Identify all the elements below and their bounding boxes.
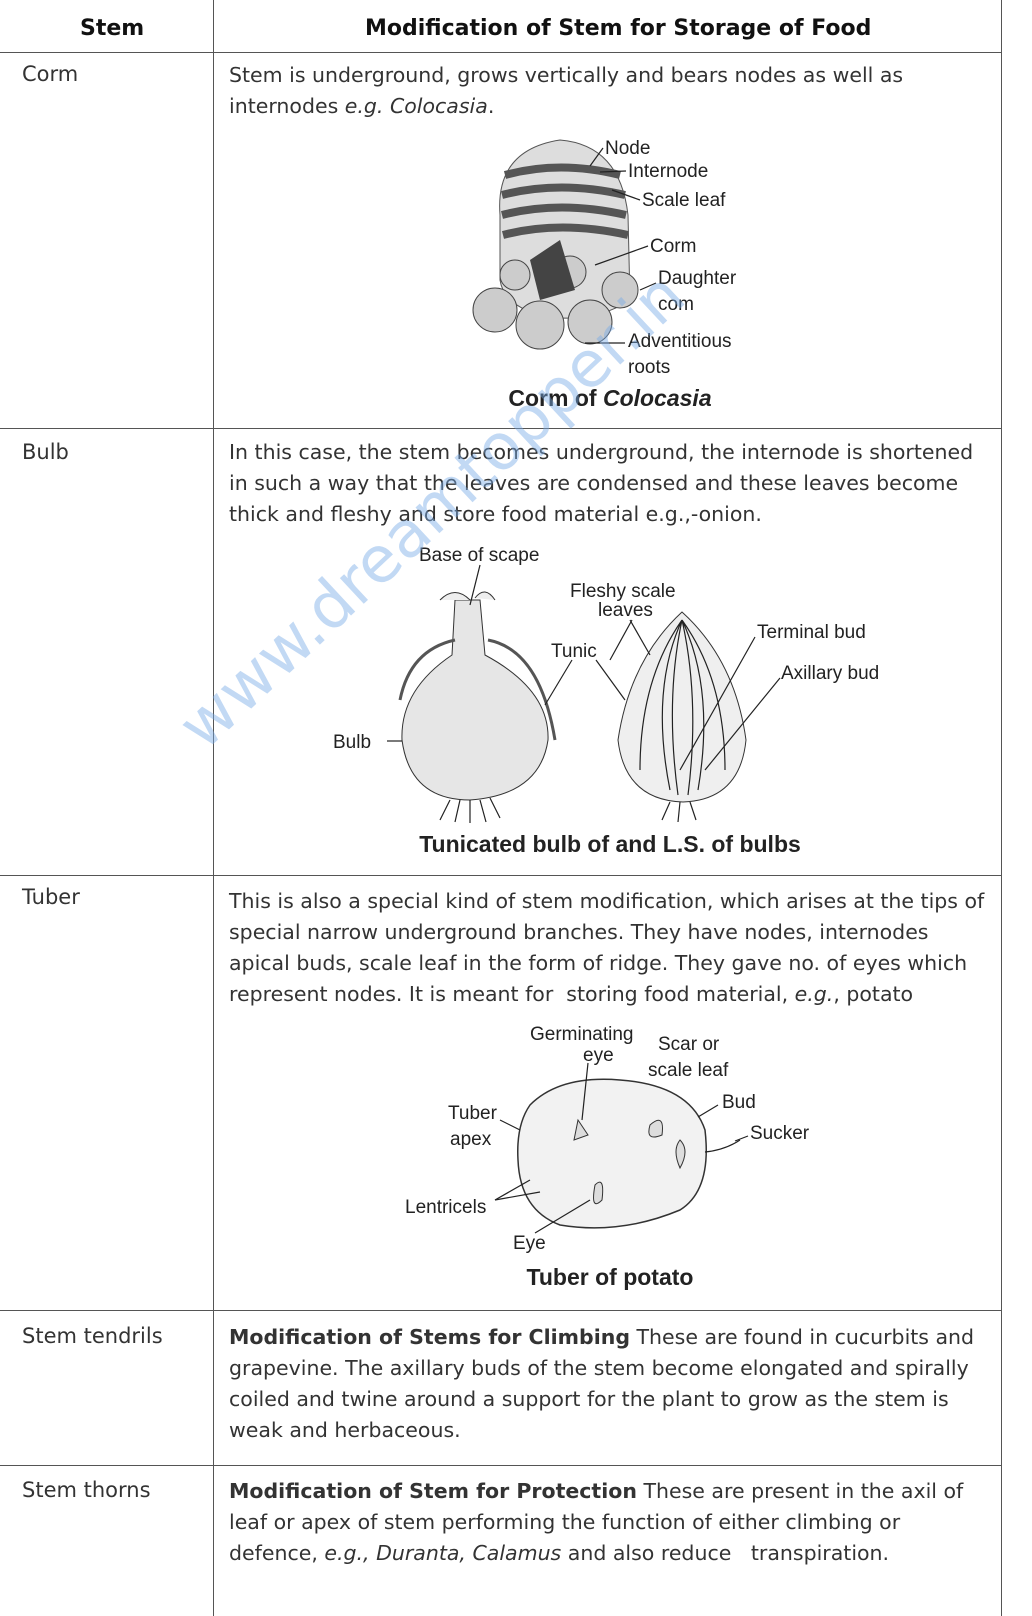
header-stem: Stem	[80, 16, 145, 41]
figure-label: Scar or	[658, 1034, 720, 1055]
figure-label: Internode	[628, 161, 708, 182]
figure-label: com	[658, 294, 694, 315]
text: e.g., Duranta, Calamus	[324, 1541, 562, 1565]
figure-caption: Tunicated bulb of and L.S. of bulbs	[419, 831, 801, 857]
stem-name: Corm	[22, 62, 79, 86]
figure-label: Scale leaf	[642, 190, 726, 211]
figure-caption: Corm of Colocasia	[508, 385, 711, 411]
figure-label: apex	[450, 1129, 492, 1150]
figure-label: scale leaf	[648, 1060, 729, 1081]
figure-label: Terminal bud	[757, 622, 866, 643]
description: Modification of Stems for Climbing These…	[229, 1322, 989, 1446]
text: These are found in cucurbits and grapevi…	[229, 1325, 981, 1442]
text: Modification of Stem for Protection	[229, 1479, 637, 1503]
figure-label: Lentricels	[405, 1197, 486, 1218]
caption-text: Corm of	[508, 385, 603, 411]
figure-label: leaves	[598, 600, 653, 621]
bulb-illustration	[398, 591, 747, 823]
text: These are present in the axil of leaf or…	[229, 1479, 970, 1565]
text: , potato	[833, 982, 914, 1006]
figure-label: Tunic	[551, 641, 597, 662]
rule	[0, 1310, 1002, 1311]
figure-caption: Tuber of potato	[527, 1264, 694, 1290]
figure-label: Tuber	[448, 1103, 498, 1124]
figure-label: Fleshy scale	[570, 581, 676, 602]
header-modification: Modification of Stem for Storage of Food	[365, 16, 872, 41]
text: This is also a special kind of stem modi…	[229, 889, 991, 1006]
rule	[0, 1465, 1002, 1466]
text: In this case, the stem becomes undergrou…	[229, 440, 980, 526]
figures: Node Internode Scale leaf Corm Daughter …	[333, 138, 879, 1290]
figure-label: Corm	[650, 236, 696, 257]
figure-label: Daughter	[658, 268, 737, 289]
figure-label: Adventitious	[628, 331, 732, 352]
description: Stem is underground, grows vertically an…	[229, 60, 989, 122]
stem-name: Tuber	[22, 885, 80, 909]
figure-label: Axillary bud	[781, 663, 879, 684]
figure-label: Germinating	[530, 1024, 634, 1045]
text: Stem is underground, grows vertically an…	[229, 63, 910, 118]
text: e.g.	[794, 982, 834, 1006]
tuber-illustration	[517, 1078, 741, 1229]
stem-name: Stem thorns	[22, 1478, 151, 1502]
rule	[213, 0, 214, 1616]
figure-label: Bulb	[333, 732, 371, 753]
figure-label: Eye	[513, 1233, 546, 1254]
rule	[0, 875, 1002, 876]
description: Modification of Stem for Protection Thes…	[229, 1476, 989, 1569]
description: In this case, the stem becomes undergrou…	[229, 437, 989, 530]
rule	[0, 428, 1002, 429]
stem-name: Stem tendrils	[22, 1324, 163, 1348]
rule	[0, 52, 1002, 53]
figure-label: Sucker	[750, 1123, 810, 1144]
figure-label: Base of scape	[419, 545, 539, 566]
figure-label: eye	[583, 1045, 614, 1066]
figure-label: Node	[605, 138, 650, 159]
text: and also reduce transpiration.	[561, 1541, 890, 1565]
figure-label: roots	[628, 357, 670, 378]
caption-text: Colocasia	[603, 385, 712, 411]
text: Modification of Stems for Climbing	[229, 1325, 630, 1349]
text: .	[487, 94, 495, 118]
text: e.g. Colocasia	[344, 94, 488, 118]
corm-illustration	[472, 139, 639, 350]
stem-name: Bulb	[22, 440, 69, 464]
rule	[1001, 0, 1002, 1616]
description: This is also a special kind of stem modi…	[229, 886, 989, 1010]
figure-label: Bud	[722, 1092, 756, 1113]
